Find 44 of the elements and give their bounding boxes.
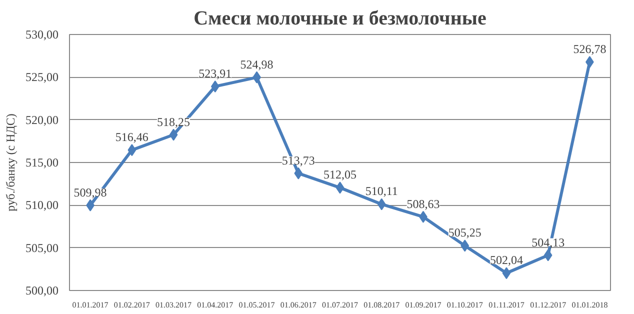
data-label: 523,91 bbox=[198, 66, 232, 80]
y-tick-label: 525,00 bbox=[26, 70, 58, 84]
data-label: 524,98 bbox=[240, 57, 274, 72]
x-tick-label: 01.01.2017 bbox=[72, 300, 108, 310]
point bbox=[210, 80, 220, 92]
x-tick-label: 01.10.2017 bbox=[446, 300, 483, 310]
y-tick-label: 520,00 bbox=[26, 112, 58, 127]
y-tick-label: 515,00 bbox=[26, 156, 58, 170]
data-label: 526,78 bbox=[573, 42, 606, 56]
data-label: 510,11 bbox=[365, 184, 398, 198]
x-tick-label: 01.02.2017 bbox=[114, 300, 150, 310]
data-label: 504,13 bbox=[532, 235, 565, 250]
y-axis-title: руб./банку (с НДС) bbox=[4, 114, 18, 212]
x-tick-label: 01.12.2017 bbox=[530, 300, 566, 310]
y-tick-label: 530,00 bbox=[26, 28, 58, 42]
point bbox=[460, 240, 470, 252]
data-label: 518,25 bbox=[157, 114, 190, 129]
point bbox=[377, 198, 386, 210]
point bbox=[128, 144, 136, 156]
point bbox=[294, 167, 303, 180]
data-label: 512,05 bbox=[324, 168, 356, 182]
point bbox=[169, 128, 178, 141]
point bbox=[544, 249, 552, 262]
chart-title: Смеси молочные и безмолочные bbox=[194, 8, 486, 30]
x-tick-label: 01.11.2017 bbox=[488, 300, 524, 310]
x-tick-label: 01.03.2017 bbox=[156, 300, 192, 310]
x-tick-label: 01.04.2017 bbox=[197, 300, 234, 310]
data-label: 513,73 bbox=[282, 153, 315, 168]
point bbox=[336, 182, 344, 194]
data-label: 508,63 bbox=[406, 196, 440, 211]
x-tick-label: 01.07.2017 bbox=[322, 300, 358, 310]
data-label: 502,04 bbox=[490, 253, 523, 268]
x-tick-label: 01.01.2018 bbox=[572, 300, 608, 310]
x-tick-label: 01.05.2017 bbox=[238, 300, 275, 310]
x-tick-label: 01.06.2017 bbox=[280, 300, 316, 310]
y-tick-label: 505,00 bbox=[26, 240, 58, 255]
data-label: 505,25 bbox=[448, 226, 482, 240]
x-tick-label: 01.09.2017 bbox=[405, 300, 442, 310]
y-tick-label: 510,00 bbox=[26, 198, 58, 212]
point bbox=[502, 267, 511, 280]
y-tick-label: 500,00 bbox=[26, 284, 58, 298]
x-tick-label: 01.08.2017 bbox=[364, 300, 400, 310]
data-label: 516,46 bbox=[115, 130, 148, 144]
data-label: 509,98 bbox=[74, 185, 107, 200]
